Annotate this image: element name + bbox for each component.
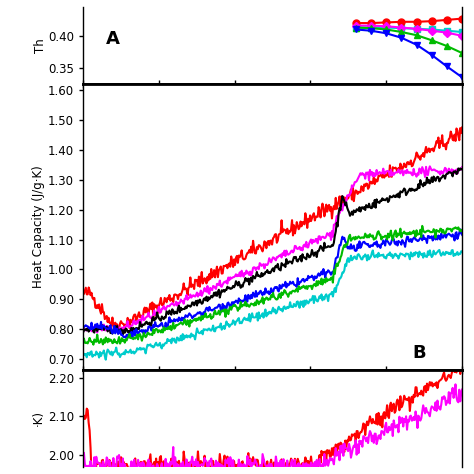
Y-axis label: Th: Th [34, 38, 46, 53]
Text: A: A [106, 30, 119, 48]
Y-axis label: ·K): ·K) [32, 410, 45, 426]
Text: B: B [413, 345, 427, 363]
Y-axis label: Heat Capacity (J/g·K): Heat Capacity (J/g·K) [32, 165, 45, 288]
